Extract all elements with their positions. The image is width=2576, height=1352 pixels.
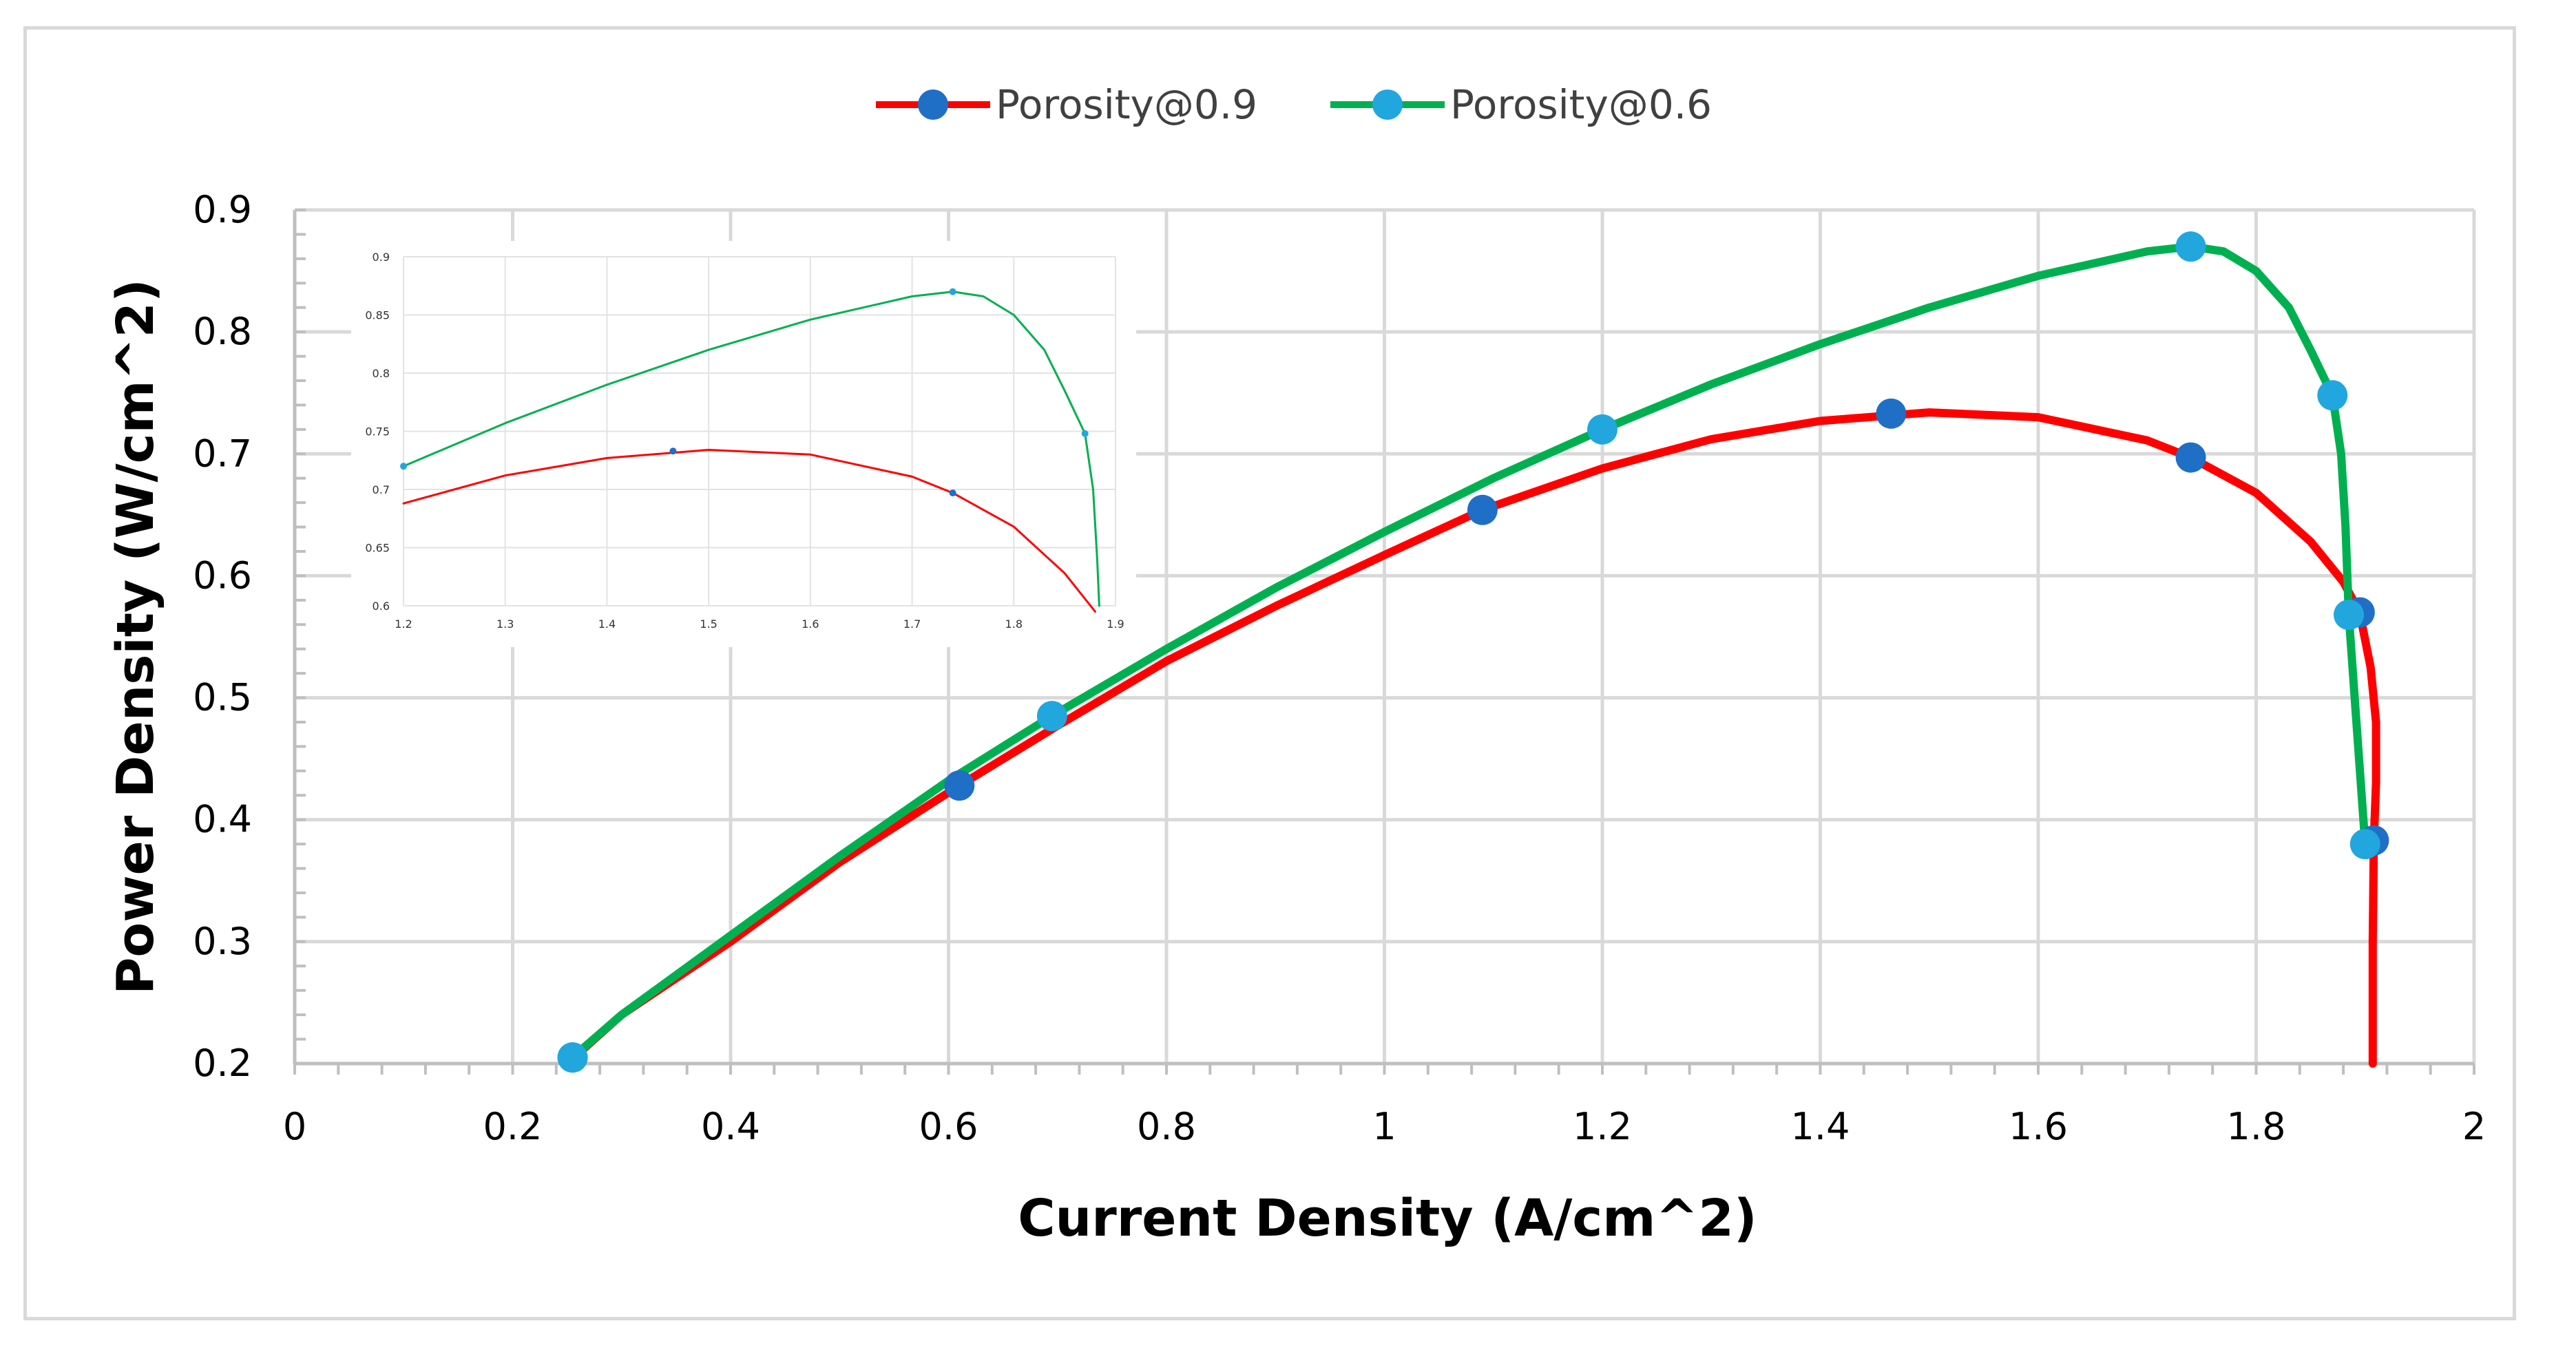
x-tick-label-2: 2 [2462, 1105, 2486, 1148]
inset-y-tick-label-0-9: 0.9 [373, 251, 390, 264]
legend-label-porosity-0-6: Porosity@0.6 [1450, 81, 1712, 128]
inset-x-tick-label-1-8: 1.8 [1005, 617, 1023, 631]
y-tick-label-0-4: 0.4 [193, 798, 252, 841]
inset-x-tick-label-1-9: 1.9 [1107, 617, 1124, 631]
inset-data-point-porosity-0-9-0 [669, 447, 677, 455]
legend-entry-porosity-0-6: Porosity@0.6 [1330, 81, 1712, 128]
inset-x-tick-label-1-6: 1.6 [802, 617, 819, 631]
main-axes [293, 209, 2475, 1075]
y-tick-label-0-3: 0.3 [193, 920, 252, 963]
x-tick-label-0: 0 [283, 1105, 306, 1148]
y-tick-label-0-5: 0.5 [193, 676, 252, 719]
x-tick-label-0-4: 0.4 [701, 1105, 760, 1148]
inset-series-line-porosity-0-6 [402, 291, 1100, 607]
x-tick-label-0-8: 0.8 [1137, 1105, 1196, 1148]
y-tick-label-0-8: 0.8 [193, 310, 252, 353]
inset-x-tick-label-1-2: 1.2 [395, 617, 412, 631]
inset-tick-labels: 1.2 1.3 1.4 1.5 1.6 1.7 1.8 1.9 0.6 0.65 0.7 0.75 0.… [365, 251, 1124, 631]
x-tick-label-0-2: 0.2 [483, 1105, 543, 1148]
inset-y-tick-label-0-8: 0.8 [373, 367, 390, 380]
data-point-porosity-0-6-6 [2349, 829, 2380, 860]
data-point-porosity-0-6-4 [2317, 380, 2348, 411]
x-tick-label-1-2: 1.2 [1573, 1105, 1632, 1148]
data-point-porosity-0-6-3 [2175, 231, 2206, 262]
legend-marker-porosity-0-6 [1372, 89, 1403, 120]
legend-marker-porosity-0-9 [918, 89, 948, 120]
y-axis-title: Power Density (W/cm^2) [106, 279, 165, 995]
x-axis-title: Current Density (A/cm^2) [1018, 1189, 1757, 1248]
legend: Porosity@0.9 Porosity@0.6 [876, 81, 1712, 128]
inset-y-tick-label-0-6: 0.6 [373, 600, 390, 613]
inset-chart: 1.2 1.3 1.4 1.5 1.6 1.7 1.8 1.9 0.6 0.65 0.7 0.75 0.… [351, 241, 1136, 647]
inset-y-tick-label-0-65: 0.65 [365, 542, 390, 555]
x-tick-label-1: 1 [1372, 1105, 1396, 1148]
x-tick-label-1-6: 1.6 [2009, 1105, 2068, 1148]
x-tick-label-1-8: 1.8 [2227, 1105, 2286, 1148]
inset-y-tick-label-0-75: 0.75 [365, 425, 390, 439]
data-point-porosity-0-6-5 [2334, 600, 2365, 631]
main-tick-labels: 0 0.2 0.4 0.6 0.8 1 1.2 1.4 1.6 1.8 2 0.2 0.3 0.4 0.5 0… [193, 188, 2486, 1148]
data-point-porosity-0-6-0 [557, 1042, 588, 1073]
inset-grid [403, 256, 1116, 606]
data-point-porosity-0-6-2 [1587, 414, 1617, 445]
inset-series [400, 288, 1100, 613]
legend-entry-porosity-0-9: Porosity@0.9 [876, 81, 1257, 128]
inset-data-point-porosity-0-6-0 [400, 463, 407, 470]
inset-y-tick-label-0-85: 0.85 [365, 309, 390, 322]
inset-y-tick-label-0-7: 0.7 [373, 483, 390, 496]
data-point-porosity-0-9-2 [1467, 494, 1498, 525]
inset-data-point-porosity-0-6-2 [1081, 430, 1089, 437]
legend-label-porosity-0-9: Porosity@0.9 [996, 81, 1257, 128]
inset-x-tick-label-1-3: 1.3 [496, 617, 514, 631]
x-tick-label-0-6: 0.6 [919, 1105, 978, 1148]
y-tick-label-0-2: 0.2 [193, 1042, 252, 1085]
inset-x-tick-label-1-7: 1.7 [903, 617, 921, 631]
inset-x-tick-label-1-4: 1.4 [598, 617, 616, 631]
inset-series-line-porosity-0-9 [402, 449, 1096, 613]
data-point-porosity-0-9-3 [1876, 398, 1907, 429]
inset-data-point-porosity-0-6-1 [949, 288, 956, 295]
data-point-porosity-0-9-1 [944, 770, 975, 801]
main-series [557, 231, 2389, 1073]
series-line-porosity-0-6 [568, 242, 2369, 1062]
inset-background [351, 241, 1136, 647]
data-point-porosity-0-6-1 [1036, 701, 1067, 732]
y-tick-label-0-9: 0.9 [193, 188, 252, 231]
inset-x-tick-label-1-5: 1.5 [700, 617, 717, 631]
y-tick-label-0-7: 0.7 [193, 432, 252, 475]
data-point-porosity-0-9-4 [2175, 442, 2206, 473]
inset-data-point-porosity-0-9-1 [949, 489, 956, 497]
x-tick-label-1-4: 1.4 [1791, 1105, 1850, 1148]
y-tick-label-0-6: 0.6 [193, 553, 252, 597]
series-line-porosity-0-9 [563, 408, 2380, 1068]
